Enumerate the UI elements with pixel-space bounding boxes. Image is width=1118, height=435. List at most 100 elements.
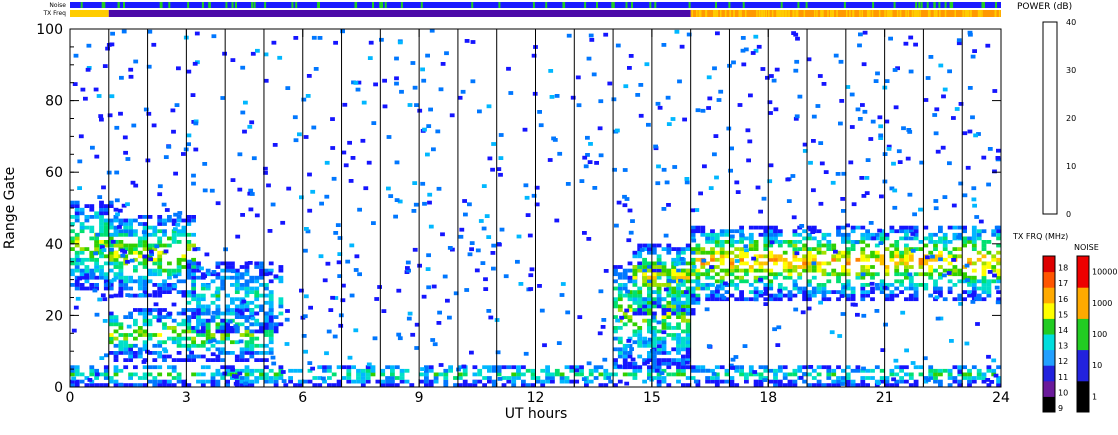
noise-flag-mark <box>933 2 936 8</box>
echo-cell <box>879 254 885 259</box>
echo-cell <box>661 315 667 319</box>
echo-cell <box>237 187 243 192</box>
echo-cell <box>748 283 754 287</box>
echo-cell <box>681 293 686 298</box>
echo-cell <box>448 365 453 370</box>
echo-cell <box>147 379 153 384</box>
hour-grid-lines <box>108 29 963 387</box>
echo-cell <box>171 365 177 370</box>
echo-cell <box>739 290 744 294</box>
echo-cell <box>971 283 977 287</box>
echo-cell <box>336 379 342 384</box>
echo-cell <box>661 308 667 312</box>
echo-cell <box>162 232 167 237</box>
echo-cell <box>685 272 691 277</box>
echo-cell <box>724 379 730 384</box>
echo-cell <box>836 365 841 370</box>
echo-cell <box>661 272 667 277</box>
echo-cell <box>191 343 196 348</box>
echo-cell <box>753 279 759 284</box>
echo-cell <box>559 372 565 377</box>
echo-cell <box>753 286 759 291</box>
echo-cell <box>412 247 418 252</box>
echo-cell <box>372 336 378 341</box>
echo-cell <box>128 383 133 387</box>
echo-cell <box>928 376 934 380</box>
echo-cell <box>908 265 914 269</box>
echo-cell <box>904 297 909 302</box>
echo-cell <box>103 232 109 237</box>
echo-cell <box>913 379 919 384</box>
echo-cell <box>380 372 386 377</box>
echo-cell <box>647 326 652 330</box>
echo-cell <box>108 333 114 337</box>
echo-cell <box>714 376 720 380</box>
echo-cell <box>710 232 715 237</box>
echo-cell <box>627 304 633 309</box>
echo-cell <box>797 275 803 280</box>
echo-cell <box>128 74 134 79</box>
echo-cell <box>651 354 657 359</box>
echo-cell <box>806 306 812 311</box>
echo-cell <box>671 297 677 302</box>
echo-cell <box>200 329 206 334</box>
echo-cell <box>191 268 196 273</box>
echo-cell <box>283 383 289 387</box>
echo-cell <box>884 79 890 83</box>
echo-cell <box>425 53 430 58</box>
echo-cell <box>836 229 841 234</box>
txfreq-flag-mark <box>782 10 784 17</box>
echo-cell <box>908 69 914 74</box>
echo-cell <box>651 290 657 294</box>
echo-cell <box>230 178 236 182</box>
echo-cell <box>918 272 924 277</box>
echo-cell <box>962 272 967 277</box>
echo-cell <box>200 372 206 377</box>
echo-cell <box>897 160 903 164</box>
txfreq-flag-mark <box>700 10 702 17</box>
echo-cell <box>146 64 152 69</box>
echo-cell <box>904 379 909 384</box>
echo-cell <box>108 318 114 323</box>
echo-cell <box>910 248 916 253</box>
echo-cell <box>133 351 138 355</box>
echo-cell <box>167 383 172 387</box>
noise-flag-mark <box>649 2 652 8</box>
echo-cell <box>234 368 240 373</box>
echo-cell <box>957 297 963 302</box>
echo-cell <box>157 372 163 377</box>
echo-cell <box>661 347 667 352</box>
echo-cell <box>118 218 124 223</box>
echo-cell <box>773 240 778 244</box>
echo-cell <box>564 379 570 384</box>
txfreq-flag-mark <box>915 10 917 17</box>
echo-cell <box>684 177 690 181</box>
echo-cell <box>753 372 759 377</box>
echo-cell <box>991 368 997 373</box>
echo-cell <box>259 322 264 327</box>
echo-cell <box>347 355 353 360</box>
echo-cell <box>176 340 182 345</box>
echo-cell <box>470 40 476 44</box>
echo-cell <box>958 181 964 186</box>
echo-cell <box>172 284 178 289</box>
echo-cell <box>191 218 196 223</box>
echo-cell <box>991 279 997 284</box>
echo-cell <box>729 236 735 241</box>
txfreq-flag-mark <box>936 10 938 17</box>
echo-cell <box>952 379 958 384</box>
noise-flag-mark <box>160 2 163 8</box>
echo-cell <box>632 368 638 373</box>
echo-cell <box>677 79 682 84</box>
echo-cell <box>981 155 987 160</box>
echo-cell <box>263 166 268 171</box>
echo-cell <box>797 272 803 277</box>
echo-cell <box>799 224 805 228</box>
echo-cell <box>715 289 720 294</box>
echo-cell <box>147 268 153 273</box>
echo-cell <box>336 260 342 265</box>
echo-cell <box>690 225 696 230</box>
echo-cell <box>268 268 274 273</box>
echo-cell <box>271 40 277 45</box>
echo-cell <box>137 311 143 316</box>
